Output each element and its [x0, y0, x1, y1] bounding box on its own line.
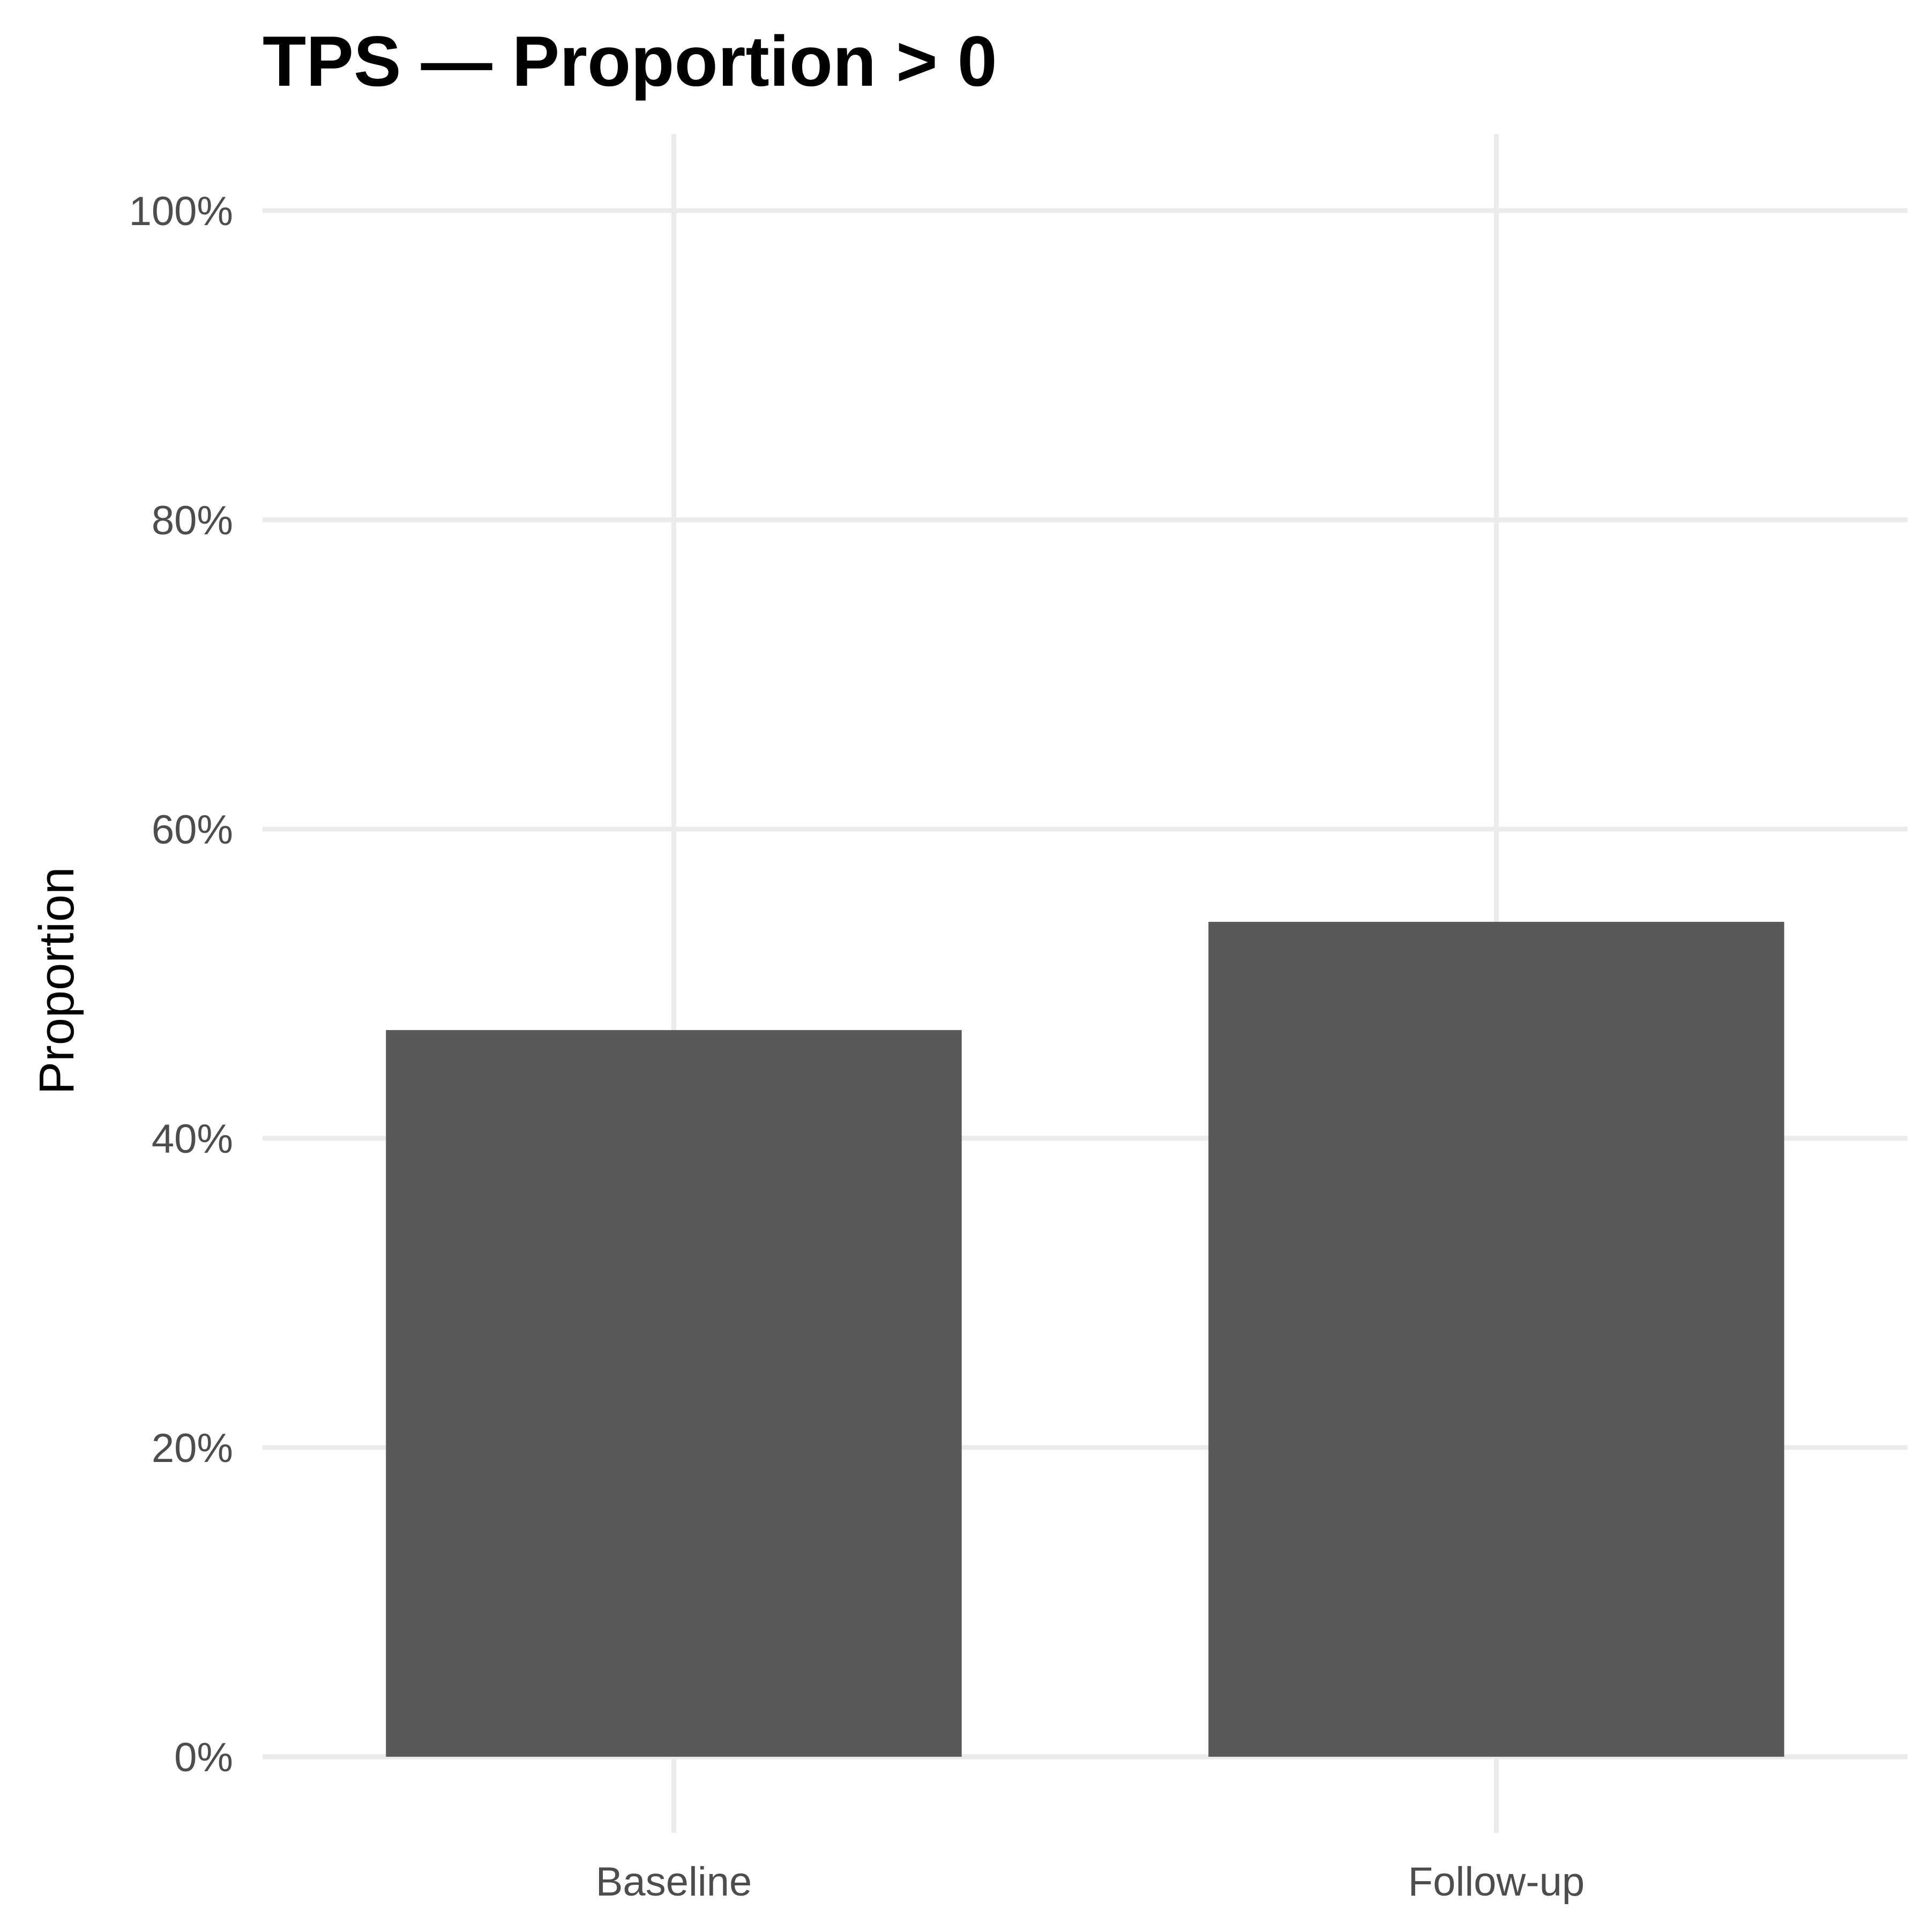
- x-axis-ticks: Baseline Follow-up: [596, 1859, 1585, 1905]
- y-axis-title: Proportion: [29, 867, 84, 1094]
- y-tick-label: 0%: [174, 1735, 233, 1780]
- y-axis-ticks: 0% 20% 40% 60% 80% 100%: [129, 189, 233, 1780]
- x-tick-label: Baseline: [596, 1859, 752, 1905]
- bar-follow-up: [1208, 922, 1784, 1757]
- y-tick-label: 40%: [152, 1116, 233, 1162]
- y-tick-label: 80%: [152, 498, 233, 543]
- y-tick-label: 20%: [152, 1426, 233, 1471]
- x-tick-label: Follow-up: [1408, 1859, 1584, 1905]
- bar-baseline: [386, 1030, 962, 1757]
- y-tick-label: 100%: [129, 189, 233, 234]
- bar-layer: [386, 922, 1784, 1757]
- y-tick-label: 60%: [152, 807, 233, 853]
- chart-title: TPS — Proportion > 0: [263, 22, 997, 101]
